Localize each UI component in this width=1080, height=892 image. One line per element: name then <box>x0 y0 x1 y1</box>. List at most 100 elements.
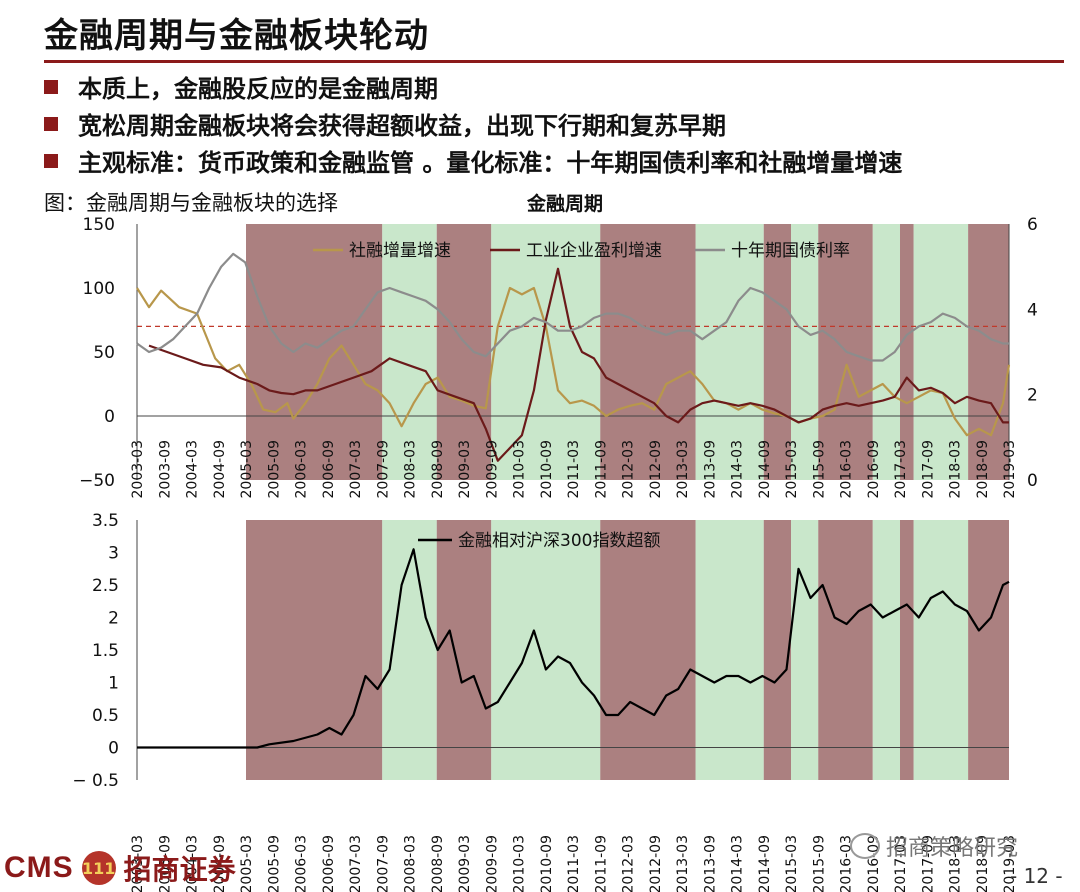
x-tick-label-top: 2010-03 <box>512 440 528 499</box>
x-tick-label-top: 2013-03 <box>675 440 691 499</box>
x-tick-label-top: 2003-03 <box>130 440 146 499</box>
regime-band-bottom <box>491 520 601 780</box>
chart-title: 金融周期 <box>526 192 603 215</box>
x-tick-label-bottom: 2018-03 <box>948 835 964 892</box>
page-title: 金融周期与金融板块轮动 <box>44 16 429 56</box>
bullet-square-icon <box>44 116 58 131</box>
y-tick-label-bottom: 1 <box>108 674 119 694</box>
x-tick-label-bottom: 2018-09 <box>975 835 991 892</box>
x-tick-label-bottom: 2017-09 <box>920 835 936 892</box>
y-tick-label-bottom: 1.5 <box>92 641 119 661</box>
regime-band-bottom <box>763 520 791 780</box>
series-line-1 <box>136 286 1011 437</box>
watermark-text: 招商策略研究 <box>886 836 1019 861</box>
y-right-tick-label: 2 <box>1027 386 1038 406</box>
page-number: - 12 - <box>1010 864 1063 888</box>
regime-band-bottom <box>872 520 900 780</box>
x-tick-label-bottom: 2006-09 <box>321 835 337 892</box>
x-tick-label-bottom: 2010-03 <box>512 835 528 892</box>
x-tick-label-top: 2004-09 <box>212 440 228 499</box>
regime-band-bottom <box>900 520 914 780</box>
x-tick-label-top: 2003-09 <box>157 440 173 499</box>
bullet-text: 宽松周期金融板块将会获得超额收益，出现下行期和复苏早期 <box>78 112 726 140</box>
series-line-2 <box>148 267 1009 462</box>
brand-latin: CMS <box>4 851 74 884</box>
x-tick-label-bottom: 2013-09 <box>702 835 718 892</box>
regime-band-top <box>600 224 696 480</box>
bullet-square-icon <box>44 153 58 168</box>
x-tick-label-top: 2014-03 <box>730 440 746 499</box>
x-tick-label-top: 2011-09 <box>593 440 609 499</box>
wechat-icon <box>850 833 880 859</box>
regime-band-bottom <box>818 520 873 780</box>
x-tick-label-bottom: 2014-09 <box>757 835 773 892</box>
x-tick-label-top: 2008-09 <box>430 440 446 499</box>
regime-band-top <box>791 224 819 480</box>
x-tick-label-bottom: 2005-03 <box>239 835 255 892</box>
regime-band-top <box>968 224 1009 480</box>
y-tick-label-bottom: − 0.5 <box>72 771 119 791</box>
x-tick-label-bottom: 2005-09 <box>266 835 282 892</box>
bullet-text: 主观标准：货币政策和金融监管 。量化标准：十年期国债利率和社融增量增速 <box>78 149 903 177</box>
x-tick-label-bottom: 2007-09 <box>375 835 391 892</box>
x-tick-label-top: 2017-03 <box>893 440 909 499</box>
regime-band-bottom <box>968 520 1009 780</box>
brand-name: 招商证券 <box>123 853 236 886</box>
y-tick-label-bottom: 0.5 <box>92 706 119 726</box>
x-tick-label-top: 2007-03 <box>348 440 364 499</box>
regime-band-bottom <box>600 520 696 780</box>
x-tick-label-bottom: 2015-03 <box>784 835 800 892</box>
y-left-tick-label: 150 <box>83 215 115 235</box>
x-tick-label-bottom: 2003-03 <box>130 835 146 892</box>
x-tick-label-bottom: 2007-03 <box>348 835 364 892</box>
regime-band-top <box>695 224 764 480</box>
legend-label: 工业企业盈利增速 <box>526 241 662 261</box>
x-tick-label-top: 2005-09 <box>266 440 282 499</box>
regime-band-top <box>913 224 969 480</box>
y-right-tick-label: 4 <box>1027 300 1038 320</box>
x-tick-label-top: 2004-03 <box>185 440 201 499</box>
x-tick-label-bottom: 2010-09 <box>539 835 555 892</box>
bullet-square-icon <box>44 79 58 94</box>
x-tick-label-top: 2017-09 <box>920 440 936 499</box>
x-tick-label-top: 2009-09 <box>484 440 500 499</box>
regime-band-bottom <box>695 520 764 780</box>
y-tick-label-bottom: 2 <box>108 609 119 629</box>
bullet-list: 本质上，金融股反应的是金融周期 宽松周期金融板块将会获得超额收益，出现下行期和复… <box>44 68 1074 179</box>
x-tick-label-top: 2006-09 <box>321 440 337 499</box>
x-tick-label-bottom: 2003-09 <box>157 835 173 892</box>
x-tick-label-bottom: 2015-09 <box>811 835 827 892</box>
x-tick-label-bottom: 2012-09 <box>648 835 664 892</box>
y-tick-label-bottom: 2.5 <box>92 576 119 596</box>
x-tick-label-top: 2019-03 <box>1002 440 1018 499</box>
y-tick-label-bottom: 3.5 <box>92 511 119 531</box>
y-left-tick-label: 0 <box>104 407 115 427</box>
x-tick-label-bottom: 2011-09 <box>593 835 609 892</box>
x-tick-label-top: 2018-03 <box>948 440 964 499</box>
regime-band-top <box>382 224 437 480</box>
y-right-tick-label: 0 <box>1027 471 1038 491</box>
x-tick-label-bottom: 2014-03 <box>730 835 746 892</box>
x-tick-label-bottom: 2011-03 <box>566 835 582 892</box>
x-tick-label-bottom: 2009-03 <box>457 835 473 892</box>
figure-caption: 图：金融周期与金融板块的选择 <box>44 191 338 215</box>
x-tick-label-top: 2007-09 <box>375 440 391 499</box>
y-left-tick-label: 100 <box>83 279 115 299</box>
legend-label: 社融增量增速 <box>349 241 451 261</box>
x-tick-label-top: 2006-03 <box>294 440 310 499</box>
x-tick-label-bottom: 2004-09 <box>212 835 228 892</box>
title-divider <box>44 60 1064 63</box>
x-tick-label-top: 2012-03 <box>621 440 637 499</box>
regime-band-bottom <box>436 520 492 780</box>
x-tick-label-top: 2012-09 <box>648 440 664 499</box>
x-tick-label-bottom: 2004-03 <box>185 835 201 892</box>
x-tick-label-top: 2015-09 <box>811 440 827 499</box>
regime-band-bottom <box>246 520 383 780</box>
x-tick-label-top: 2005-03 <box>239 440 255 499</box>
x-tick-label-bottom: 2017-03 <box>893 835 909 892</box>
x-tick-label-top: 2016-09 <box>866 440 882 499</box>
x-tick-label-bottom: 2012-03 <box>621 835 637 892</box>
y-left-tick-label: −50 <box>79 471 115 491</box>
x-tick-label-bottom: 2013-03 <box>675 835 691 892</box>
